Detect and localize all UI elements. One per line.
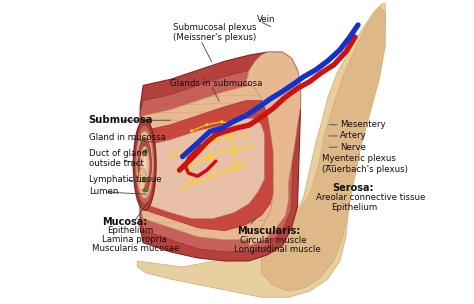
Text: Lumen: Lumen bbox=[89, 187, 118, 196]
Circle shape bbox=[208, 157, 211, 160]
Text: Circular muscle: Circular muscle bbox=[240, 236, 307, 245]
Polygon shape bbox=[137, 4, 385, 297]
Text: Areolar connective tissue: Areolar connective tissue bbox=[316, 193, 426, 202]
Circle shape bbox=[211, 175, 214, 178]
Circle shape bbox=[187, 163, 190, 166]
Circle shape bbox=[190, 181, 193, 184]
Polygon shape bbox=[140, 101, 276, 231]
Ellipse shape bbox=[133, 119, 156, 210]
Circle shape bbox=[190, 129, 193, 132]
Circle shape bbox=[184, 150, 187, 154]
Text: Nerve: Nerve bbox=[340, 143, 366, 152]
Polygon shape bbox=[140, 82, 289, 240]
Text: Submucosal plexus
(Meissner's plexus): Submucosal plexus (Meissner's plexus) bbox=[173, 23, 257, 42]
Circle shape bbox=[251, 144, 254, 147]
Polygon shape bbox=[140, 67, 294, 252]
Circle shape bbox=[169, 154, 172, 157]
Circle shape bbox=[245, 132, 247, 135]
Ellipse shape bbox=[138, 137, 152, 192]
Circle shape bbox=[223, 132, 227, 135]
Circle shape bbox=[184, 150, 187, 154]
Ellipse shape bbox=[137, 131, 153, 198]
Text: Longitudinal muscle: Longitudinal muscle bbox=[234, 245, 321, 254]
Polygon shape bbox=[140, 119, 264, 219]
Text: Duct of gland
outside tract: Duct of gland outside tract bbox=[89, 149, 147, 168]
Text: Epithelium: Epithelium bbox=[331, 202, 377, 212]
Circle shape bbox=[229, 135, 232, 138]
Text: Mucosa:: Mucosa: bbox=[102, 217, 147, 226]
Circle shape bbox=[205, 144, 208, 147]
Text: Mesentery: Mesentery bbox=[340, 120, 385, 129]
Circle shape bbox=[175, 169, 178, 172]
Circle shape bbox=[199, 144, 202, 147]
Circle shape bbox=[214, 138, 218, 141]
Circle shape bbox=[205, 157, 208, 160]
Text: Muscularis mucosae: Muscularis mucosae bbox=[92, 244, 179, 253]
Circle shape bbox=[181, 187, 184, 190]
Circle shape bbox=[205, 123, 208, 126]
Circle shape bbox=[220, 150, 223, 154]
Circle shape bbox=[190, 163, 193, 166]
Circle shape bbox=[227, 169, 229, 172]
Text: Epithelium: Epithelium bbox=[108, 226, 154, 235]
Circle shape bbox=[141, 141, 146, 145]
Ellipse shape bbox=[135, 125, 155, 205]
Text: Lamina propria: Lamina propria bbox=[102, 235, 167, 244]
Circle shape bbox=[236, 123, 238, 126]
Ellipse shape bbox=[140, 147, 149, 183]
Text: Serosa:: Serosa: bbox=[332, 183, 374, 193]
Circle shape bbox=[242, 163, 245, 166]
Circle shape bbox=[143, 150, 147, 154]
Circle shape bbox=[196, 181, 199, 184]
Circle shape bbox=[229, 135, 232, 138]
Circle shape bbox=[236, 169, 238, 172]
Circle shape bbox=[232, 150, 236, 154]
Circle shape bbox=[144, 188, 148, 192]
Circle shape bbox=[196, 138, 199, 141]
Circle shape bbox=[211, 132, 214, 135]
Text: Vein: Vein bbox=[256, 15, 275, 24]
Circle shape bbox=[220, 120, 223, 123]
Text: Glands in submucosa: Glands in submucosa bbox=[171, 78, 263, 88]
Polygon shape bbox=[261, 7, 385, 291]
Circle shape bbox=[236, 147, 238, 150]
Text: Lymphatic tissue: Lymphatic tissue bbox=[89, 175, 161, 184]
Text: Muscularis:: Muscularis: bbox=[237, 226, 300, 236]
Polygon shape bbox=[246, 52, 301, 246]
Polygon shape bbox=[140, 52, 301, 261]
Ellipse shape bbox=[139, 181, 145, 190]
Circle shape bbox=[211, 175, 214, 178]
Ellipse shape bbox=[142, 156, 147, 174]
Text: Artery: Artery bbox=[340, 131, 366, 140]
Circle shape bbox=[142, 177, 146, 181]
Ellipse shape bbox=[139, 168, 146, 188]
Text: Gland in mucossa: Gland in mucossa bbox=[89, 133, 165, 142]
Text: Submucosa: Submucosa bbox=[89, 115, 153, 125]
Text: Myenteric plexus
(Auerbach's plexus): Myenteric plexus (Auerbach's plexus) bbox=[322, 154, 408, 174]
